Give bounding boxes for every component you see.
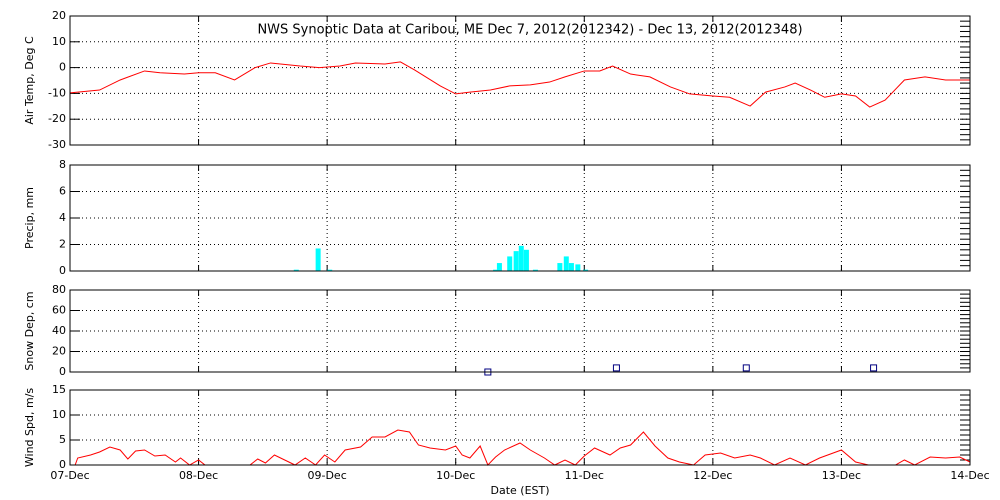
y-tick-label: 20 <box>52 345 66 358</box>
point <box>612 364 620 372</box>
point <box>870 364 878 372</box>
y-tick-label: 15 <box>52 383 66 396</box>
y-tick-label: 40 <box>52 324 66 337</box>
plot-frame <box>69 15 971 146</box>
y-axis-label: Wind Spd, m/s <box>23 388 36 468</box>
bar <box>507 256 513 271</box>
y-tick-label: -20 <box>48 112 66 125</box>
point <box>742 364 750 372</box>
y-tick-label: 2 <box>59 238 66 251</box>
y-axis-label: Precip, mm <box>23 187 36 249</box>
y-tick-label: 0 <box>59 365 66 378</box>
y-tick-label: 0 <box>59 458 66 471</box>
bar <box>496 263 502 271</box>
bar <box>568 263 574 271</box>
x-tick-label: 09-Dec <box>308 469 347 482</box>
plot-frame <box>69 164 971 272</box>
y-axis-label: Air Temp, Deg C <box>23 36 36 125</box>
chart-title: NWS Synoptic Data at Caribou, ME Dec 7, … <box>257 23 802 38</box>
bar <box>575 264 581 271</box>
y-tick-label: 20 <box>52 9 66 22</box>
x-tick-label: 12-Dec <box>693 469 732 482</box>
data-line <box>70 429 971 466</box>
bar <box>493 269 499 271</box>
bar <box>315 248 321 271</box>
y-tick-label: 8 <box>59 158 66 171</box>
bar <box>557 263 563 271</box>
x-tick-label: 10-Dec <box>436 469 475 482</box>
data-line <box>69 61 970 108</box>
x-tick-label: 11-Dec <box>565 469 604 482</box>
y-axis-label: Snow Dep, cm <box>23 291 36 370</box>
y-tick-label: 0 <box>59 61 66 74</box>
bar <box>563 256 569 271</box>
x-tick-label: 13-Dec <box>822 469 861 482</box>
bar <box>327 269 333 271</box>
y-tick-label: -10 <box>48 86 66 99</box>
x-tick-label: 14-Dec <box>950 469 989 482</box>
x-axis-label: Date (EST) <box>490 484 549 497</box>
bar <box>518 245 524 271</box>
plot-frame <box>69 289 971 373</box>
y-tick-label: 0 <box>59 264 66 277</box>
y-tick-label: 4 <box>59 211 66 224</box>
bar <box>583 269 589 271</box>
bar <box>513 251 519 271</box>
y-tick-label: 10 <box>52 35 66 48</box>
y-tick-label: 5 <box>59 433 66 446</box>
y-tick-label: 80 <box>52 283 66 296</box>
y-tick-label: 10 <box>52 408 66 421</box>
y-tick-label: 6 <box>59 185 66 198</box>
y-tick-label: 60 <box>52 304 66 317</box>
bar <box>523 249 529 271</box>
bar <box>293 269 299 271</box>
x-tick-label: 08-Dec <box>179 469 218 482</box>
x-tick-label: 07-Dec <box>50 469 89 482</box>
y-tick-label: -30 <box>48 138 66 151</box>
bar <box>532 269 538 271</box>
plot-frame <box>69 389 971 466</box>
